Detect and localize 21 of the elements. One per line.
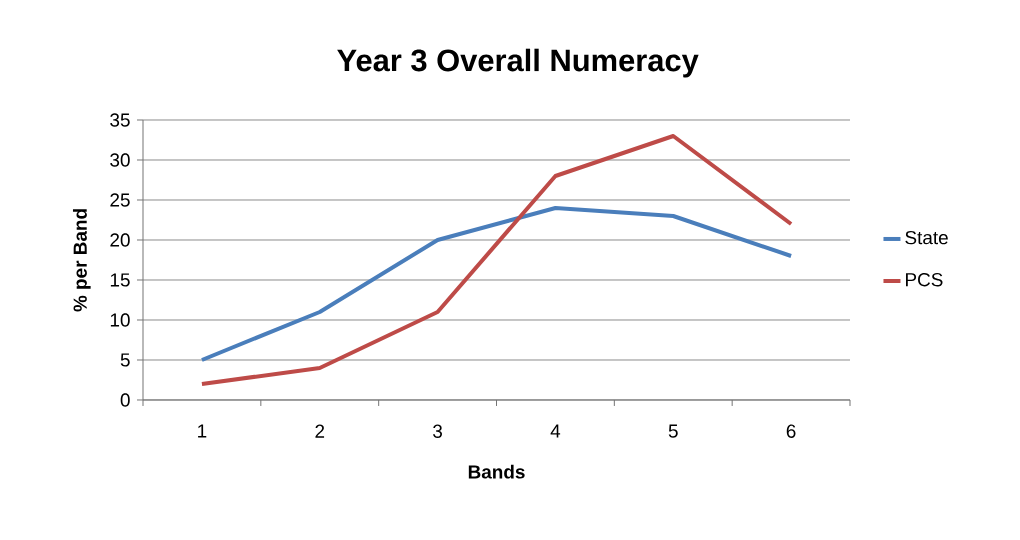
- y-tick-label: 35: [110, 113, 130, 127]
- line-series: [199, 133, 794, 386]
- legend-label: State: [905, 230, 948, 245]
- x-tick-label: 4: [550, 424, 561, 438]
- x-tick-label: 6: [786, 424, 796, 438]
- x-tick-label: 5: [668, 424, 678, 438]
- line-series: [199, 205, 794, 362]
- chart-title: Year 3 Overall Numeracy: [337, 48, 699, 78]
- y-tick-label: 5: [120, 353, 130, 367]
- y-tick-label: 25: [110, 193, 130, 207]
- x-tick-label: 3: [433, 424, 443, 438]
- y-tick-label: 20: [110, 233, 130, 247]
- y-axis-title: % per Band: [72, 209, 91, 312]
- x-tick-label: 1: [198, 424, 207, 438]
- x-tick-label: 2: [315, 424, 325, 438]
- y-tick-label: 30: [110, 153, 130, 167]
- y-tick-label: 10: [110, 313, 130, 327]
- x-axis-title: Bands: [468, 464, 525, 479]
- y-tick-label: 15: [110, 273, 130, 287]
- y-tick-label: 0: [120, 393, 130, 407]
- legend-label: PCS: [906, 272, 943, 287]
